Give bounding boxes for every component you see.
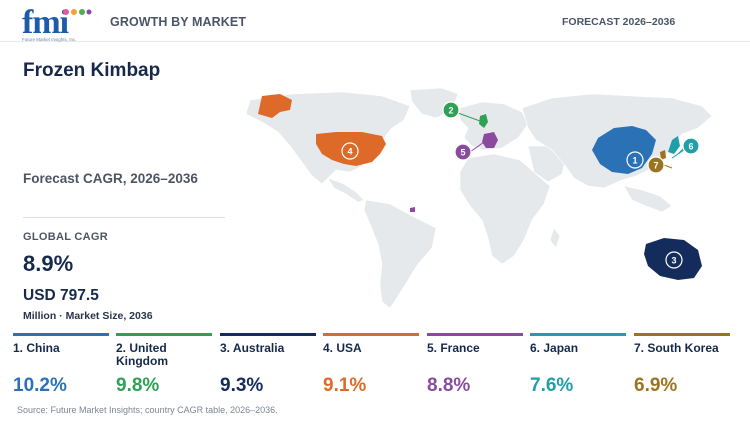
leader-line-france [469, 141, 485, 153]
marker-label-china: 1 [632, 156, 637, 166]
country-name: 3. Australia [220, 341, 285, 355]
country-card-usa: 4. USA 9.1% [323, 333, 419, 403]
leader-line-korea [663, 164, 673, 169]
market-size-value: USD 797.5 [23, 287, 99, 304]
marker-label-australia: 3 [671, 256, 676, 266]
country-card-south-korea: 7. South Korea 6.9% [634, 333, 730, 403]
region-south-korea [660, 150, 666, 160]
country-bar [427, 333, 523, 336]
marker-australia: 3 [665, 251, 683, 269]
cagr-heading: Forecast CAGR, 2026–2036 [23, 171, 198, 186]
country-name: 2. United Kingdom [116, 341, 168, 368]
marker-china: 1 [626, 151, 644, 169]
country-card-australia: 3. Australia 9.3% [220, 333, 316, 403]
country-cagr-value: 6.9% [634, 375, 678, 396]
world-map: 1 2 3 4 5 6 7 [245, 88, 713, 309]
landmass-madagascar [549, 227, 561, 249]
country-bar [323, 333, 419, 336]
country-cagr-value: 7.6% [530, 375, 574, 396]
marker-label-united-kingdom: 2 [448, 106, 453, 116]
section-label: GROWTH BY MARKET [110, 15, 247, 29]
country-cagr-value: 8.8% [427, 375, 471, 396]
global-cagr-value: 8.9% [23, 251, 74, 276]
country-card-france: 5. France 8.8% [427, 333, 523, 403]
marker-united-kingdom: 2 [442, 101, 460, 119]
marker-label-japan: 6 [688, 142, 693, 152]
marker-japan: 6 [682, 137, 700, 155]
leader-line-uk [457, 112, 481, 122]
marker-france: 5 [454, 143, 472, 161]
marker-label-south-korea: 7 [653, 161, 658, 171]
landmass-africa [459, 153, 551, 265]
marker-label-france: 5 [460, 148, 465, 158]
logo-subtext: Future Market Insights, Inc. [22, 37, 77, 42]
landmass-europe [459, 101, 529, 151]
country-bar [116, 333, 212, 336]
region-japan [668, 136, 680, 154]
source-note: Source: Future Market Insights; country … [17, 405, 278, 415]
marker-south-korea: 7 [647, 156, 665, 174]
region-france [482, 132, 498, 148]
landmass-central-america [327, 177, 365, 203]
marker-usa: 4 [341, 142, 359, 160]
logo-people-icon [63, 9, 92, 15]
country-bar [220, 333, 316, 336]
region-alaska [258, 94, 292, 118]
divider [23, 217, 225, 218]
logo-mark: fmi [22, 4, 69, 41]
page-header: fmi Future Market Insights, Inc. GROWTH … [0, 0, 750, 42]
country-bar [634, 333, 730, 336]
forecast-label: FORECAST 2026–2036 [562, 16, 676, 28]
country-cagr-value: 10.2% [13, 375, 67, 396]
region-united-kingdom [479, 114, 488, 128]
region-caribbean-marker [410, 207, 415, 212]
landmass-southeast-asia [623, 185, 673, 213]
country-card-china: 1. China 10.2% [13, 333, 109, 403]
page-title: Frozen Kimbap [23, 60, 161, 81]
global-cagr-label: GLOBAL CAGR [23, 231, 108, 243]
country-cagr-value: 9.1% [323, 375, 367, 396]
country-name: 5. France [427, 341, 480, 355]
country-card-united-kingdom: 2. United Kingdom 9.8% [116, 333, 212, 403]
country-cagr-value: 9.3% [220, 375, 264, 396]
market-size-note: Million · Market Size, 2036 [23, 310, 153, 322]
country-cagr-value: 9.8% [116, 375, 160, 396]
country-name: 6. Japan [530, 341, 579, 355]
country-bar [13, 333, 109, 336]
country-name: 1. China [13, 341, 60, 355]
country-bar [530, 333, 626, 336]
country-name: 4. USA [323, 341, 362, 355]
fmi-logo[interactable]: fmi Future Market Insights, Inc. [22, 6, 92, 42]
marker-label-usa: 4 [347, 147, 352, 157]
landmass-south-america [363, 199, 437, 309]
country-card-japan: 6. Japan 7.6% [530, 333, 626, 403]
country-name: 7. South Korea [634, 341, 719, 355]
